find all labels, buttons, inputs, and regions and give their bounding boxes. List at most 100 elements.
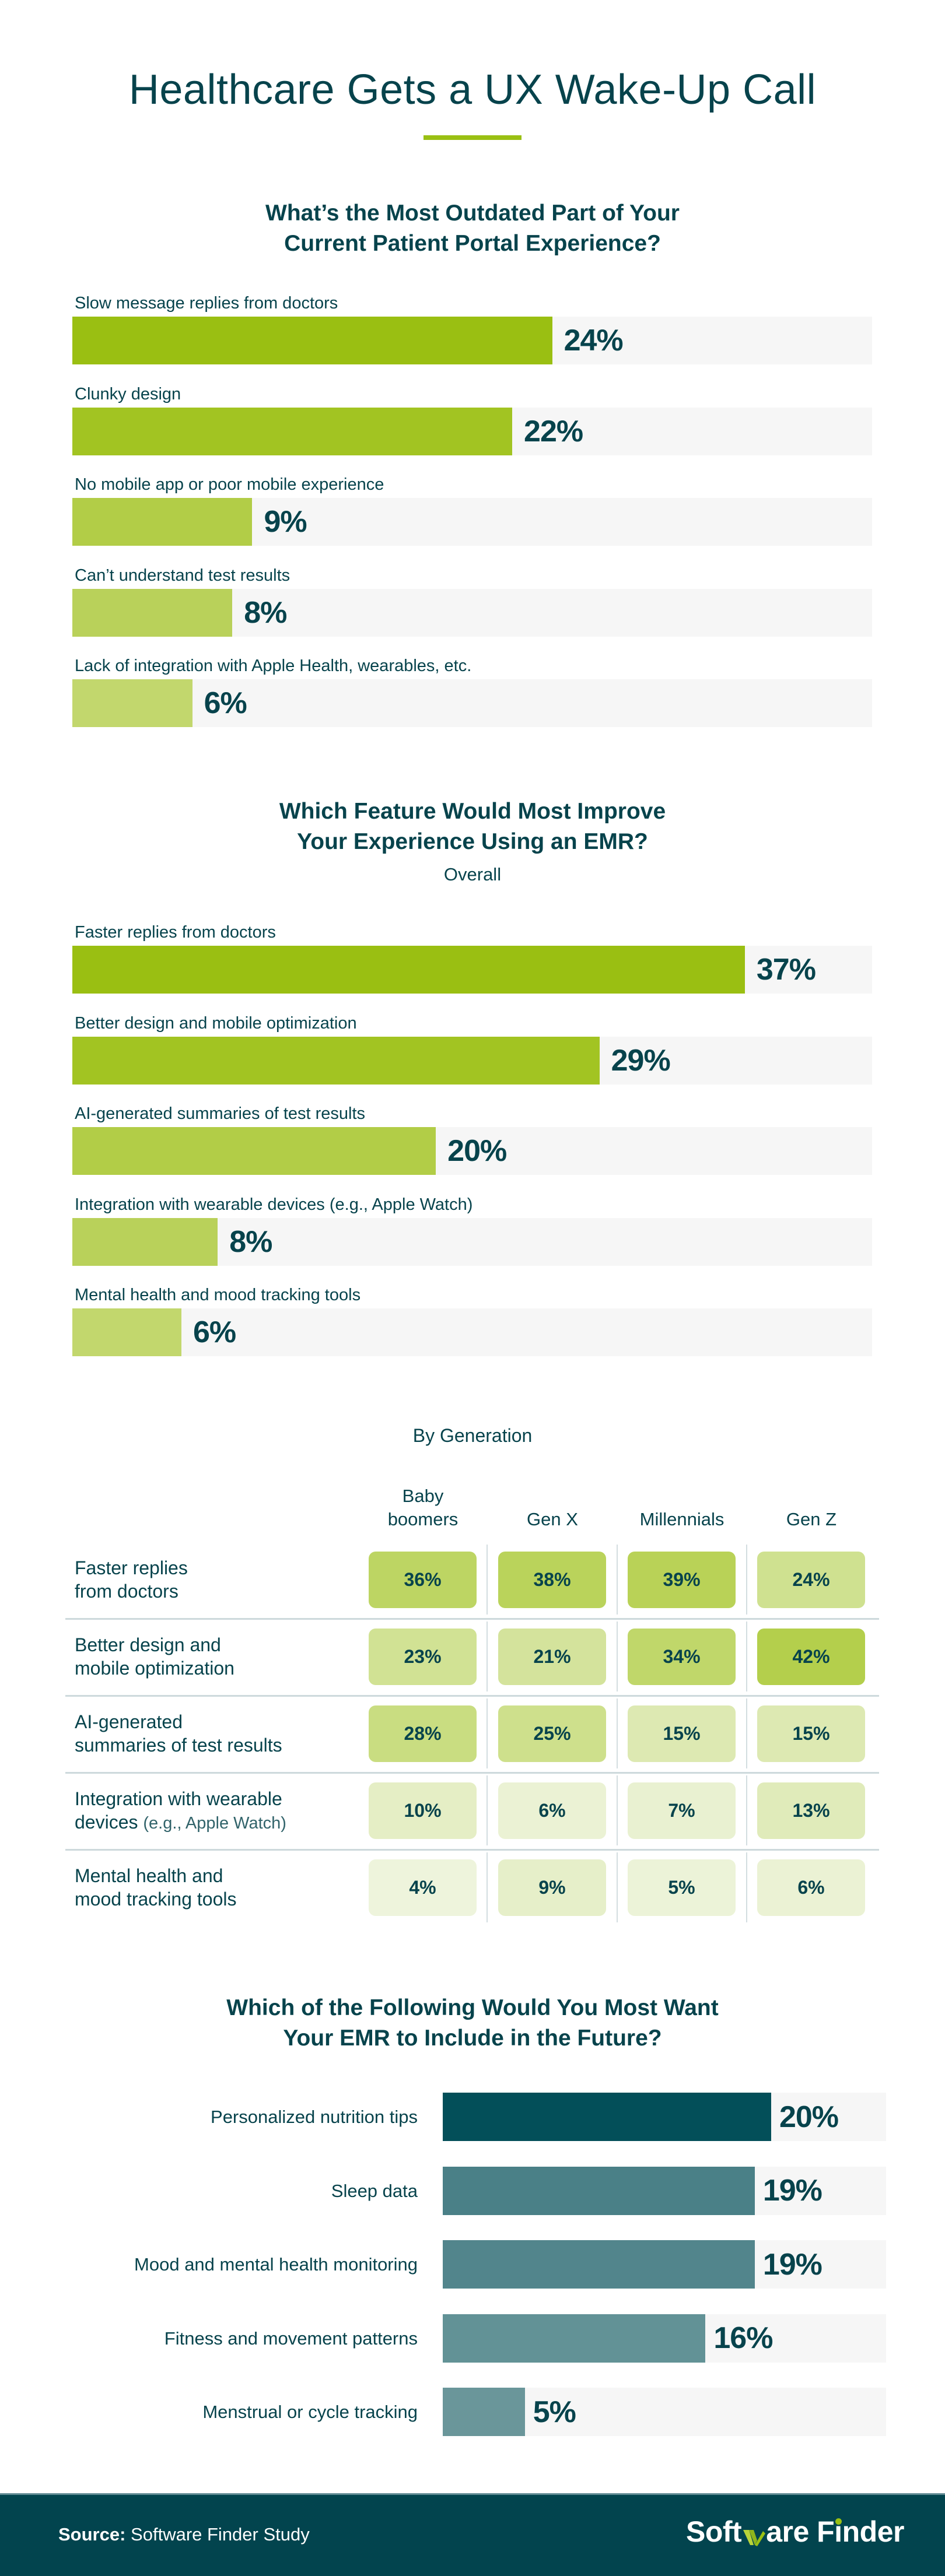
row-label: Integration with wearable devices (e.g., … [75, 1787, 355, 1835]
logo-text-soft: Soft [686, 2515, 742, 2548]
row-label-line: Mental health and [75, 1864, 355, 1887]
heatmap-cell: 10% [369, 1782, 477, 1839]
heatmap-cell: 13% [757, 1782, 865, 1839]
chart2-title: Which Feature Would Most Improve Your Ex… [0, 796, 945, 857]
heatmap-cell: 39% [628, 1552, 736, 1608]
heatmap-cell: 7% [628, 1782, 736, 1839]
row-label: Faster replies from doctors [75, 1556, 355, 1603]
chart2-value-label: 20% [447, 1134, 507, 1168]
chart1-title-line1: What’s the Most Outdated Part of Your [265, 201, 680, 226]
software-finder-logo[interactable]: Soft are F i nder [686, 2515, 904, 2549]
chart3-value-label: 5% [533, 2395, 576, 2429]
row-label-text: AI-generated [75, 1711, 183, 1732]
chart2-track: 8% [72, 1217, 872, 1266]
chart1-value-label: 24% [564, 324, 624, 357]
footer: Source: Software Finder Study Soft are F… [0, 2493, 945, 2576]
generation-title: By Generation [412, 1425, 533, 1446]
column-divider [617, 1775, 618, 1845]
heatmap-cell: 25% [498, 1705, 606, 1762]
chart1-value-label: 9% [264, 505, 307, 539]
chart2-track: 6% [72, 1308, 872, 1356]
chart3-title: Which of the Following Would You Most Wa… [0, 1993, 945, 2054]
chart3-value-label: 20% [779, 2100, 839, 2134]
row-label-text: mood tracking tools [75, 1889, 237, 1910]
chart2-label: Better design and mobile optimization [75, 1013, 357, 1033]
chart1-bar [72, 498, 253, 546]
heatmap-cell: 9% [498, 1859, 606, 1916]
chart2-label: Faster replies from doctors [75, 923, 276, 942]
heatmap-cell: 4% [369, 1859, 477, 1916]
chart2-track: 20% [72, 1127, 872, 1175]
chart2-title-line2: Your Experience Using an EMR? [297, 829, 648, 854]
column-divider [487, 1622, 488, 1691]
chart3-label: Menstrual or cycle tracking [202, 2402, 418, 2422]
title-underline [424, 135, 522, 140]
row-divider [65, 1772, 879, 1774]
row-divider [65, 1695, 879, 1697]
chart2-value-label: 8% [229, 1224, 272, 1259]
row-label-line: from doctors [75, 1580, 355, 1603]
column-header-line: Millennials [639, 1509, 724, 1529]
column-header: Gen Z [747, 1508, 876, 1531]
chart3-track: 19% [443, 2166, 886, 2215]
source-text: Software Finder Study [131, 2524, 310, 2545]
column-header: Millennials [617, 1508, 747, 1531]
chart2-bar [72, 1036, 600, 1085]
heatmap-cell: 21% [498, 1629, 606, 1685]
heatmap-cell: 36% [369, 1552, 477, 1608]
chart1-track: 24% [72, 317, 872, 364]
chart2-label: Mental health and mood tracking tools [75, 1286, 361, 1304]
page-title: Healthcare Gets a UX Wake-Up Call [128, 66, 817, 113]
column-header: Baby boomers [358, 1484, 488, 1531]
chart1-label: No mobile app or poor mobile experience [75, 475, 384, 494]
column-header-line: Gen X [527, 1509, 578, 1529]
row-label-line: Integration with wearable [75, 1787, 355, 1810]
chart1-track: 22% [72, 407, 872, 455]
chart3-value-label: 16% [713, 2321, 773, 2355]
logo-text-nder: nder [842, 2515, 905, 2548]
chart3-label: Fitness and movement patterns [164, 2328, 418, 2349]
heatmap-cell: 38% [498, 1552, 606, 1608]
column-header-line: Baby [402, 1486, 444, 1506]
column-divider [746, 1545, 747, 1615]
chart2-value-label: 37% [756, 953, 816, 987]
chart1-bar [72, 407, 513, 455]
column-divider [617, 1545, 618, 1615]
chart1-bar [72, 588, 233, 637]
heatmap-cell: 15% [757, 1705, 865, 1762]
heatmap-cell: 6% [757, 1859, 865, 1916]
row-divider [65, 1849, 879, 1851]
row-label-text: Integration with wearable [75, 1788, 282, 1809]
chart2-track: 29% [72, 1036, 872, 1085]
chart3-bar [443, 2240, 755, 2289]
chart1-label: Slow message replies from doctors [75, 294, 338, 313]
chart3-bar [443, 2166, 755, 2215]
chart1-bar [72, 679, 192, 727]
chart3-label: Mood and mental health monitoring [134, 2254, 418, 2275]
chart2-title-line1: Which Feature Would Most Improve [279, 799, 666, 824]
heatmap-cell: 15% [628, 1705, 736, 1762]
chart3-bar [443, 2093, 771, 2141]
column-divider [746, 1775, 747, 1845]
row-label-line: devices (e.g., Apple Watch) [75, 1810, 355, 1835]
chart1-label: Clunky design [75, 384, 181, 403]
column-divider [746, 1852, 747, 1922]
w-check-mark-icon [742, 2522, 766, 2546]
chart3-value-label: 19% [762, 2174, 822, 2208]
chart3-track: 5% [443, 2388, 886, 2436]
chart1-track: 9% [72, 498, 872, 546]
chart1-bar [72, 317, 552, 364]
column-divider [617, 1698, 618, 1768]
chart3-label: Sleep data [331, 2180, 418, 2201]
row-label-text: summaries of test results [75, 1735, 282, 1756]
chart2-bar [72, 946, 745, 994]
row-label-line: mood tracking tools [75, 1887, 355, 1911]
chart3-title-line2: Your EMR to Include in the Future? [283, 2026, 662, 2051]
row-label-line: Better design and [75, 1633, 355, 1656]
row-label-line: mobile optimization [75, 1656, 355, 1680]
column-header-line: boomers [387, 1509, 459, 1529]
column-header-line: Gen Z [786, 1509, 837, 1529]
chart2-bar [72, 1217, 218, 1266]
chart3-title-line1: Which of the Following Would You Most Wa… [226, 1995, 719, 2020]
chart3-label: Personalized nutrition tips [211, 2107, 418, 2127]
